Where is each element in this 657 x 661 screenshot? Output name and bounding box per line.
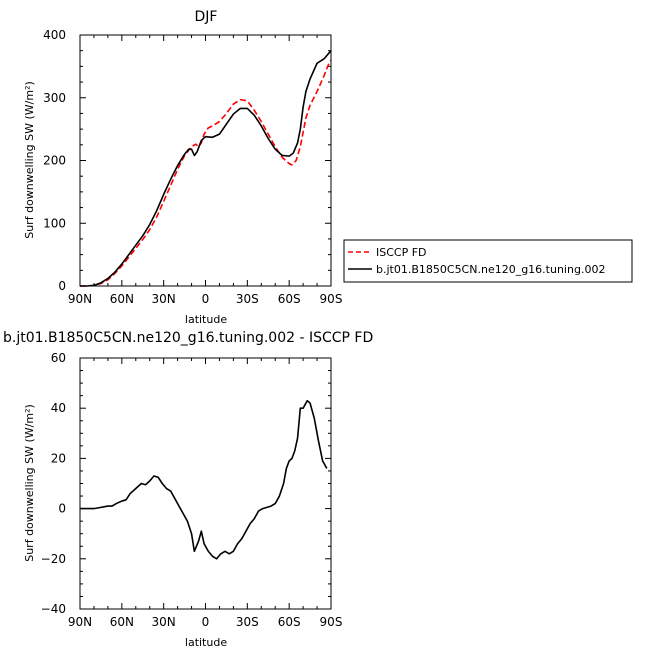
y-tick-label: 0 xyxy=(58,279,66,293)
x-tick-label: 0 xyxy=(202,292,210,306)
y-tick-label: 60 xyxy=(51,351,66,365)
top-x-tick-labels: 90N 60N 30N 0 30S 60S 90S xyxy=(68,292,343,306)
x-tick-label: 60S xyxy=(278,615,301,629)
bottom-chart-title: b.jt01.B1850C5CN.ne120_g16.tuning.002 - … xyxy=(3,330,373,346)
x-tick-label: 30N xyxy=(152,292,176,306)
bottom-x-tick-labels: 90N 60N 30N 0 30S 60S 90S xyxy=(68,615,343,629)
y-tick-label: 0 xyxy=(58,502,66,516)
bottom-y-tick-labels: −40 −20 0 20 40 60 xyxy=(41,351,66,616)
top-x-axis-label: latitude xyxy=(185,313,227,326)
top-y-tick-labels: 0 100 200 300 400 xyxy=(43,28,66,293)
bottom-tick-marks xyxy=(79,357,332,610)
top-chart-title: DJF xyxy=(195,9,218,25)
x-tick-label: 90N xyxy=(68,292,92,306)
legend: ISCCP FD b.jt01.B1850C5CN.ne120_g16.tuni… xyxy=(343,239,633,283)
bottom-y-axis-label: Surf downwelling SW (W/m²) xyxy=(23,404,36,562)
top-panel: DJF 90N 60N 30N 0 30S 60S 90S 0 100 200 300 400 la… xyxy=(23,9,342,326)
bottom-plot-frame xyxy=(79,357,332,610)
x-tick-label: 30S xyxy=(236,292,259,306)
top-plot-area xyxy=(80,50,332,287)
series-line-0-1 xyxy=(80,50,332,287)
top-y-axis-label: Surf downwelling SW (W/m²) xyxy=(23,81,36,239)
bottom-panel: b.jt01.B1850C5CN.ne120_g16.tuning.002 - … xyxy=(3,330,373,649)
bottom-plot-area xyxy=(80,399,328,560)
x-tick-label: 30N xyxy=(152,615,176,629)
y-tick-label: 300 xyxy=(43,91,66,105)
y-tick-label: 40 xyxy=(51,401,66,415)
x-tick-label: 60N xyxy=(110,615,134,629)
y-tick-label: 100 xyxy=(43,216,66,230)
x-tick-label: 60S xyxy=(278,292,301,306)
y-tick-label: 200 xyxy=(43,154,66,168)
legend-box xyxy=(343,239,633,283)
bottom-x-axis-label: latitude xyxy=(185,636,227,649)
x-tick-label: 90S xyxy=(320,292,343,306)
x-tick-label: 60N xyxy=(110,292,134,306)
series-line-0-0 xyxy=(80,59,332,287)
x-tick-label: 0 xyxy=(202,615,210,629)
y-tick-label: 20 xyxy=(51,451,66,465)
x-tick-label: 90S xyxy=(320,615,343,629)
top-tick-marks xyxy=(79,34,332,287)
x-tick-label: 30S xyxy=(236,615,259,629)
top-plot-frame xyxy=(79,34,332,287)
legend-label-model: b.jt01.B1850C5CN.ne120_g16.tuning.002 xyxy=(376,263,605,276)
y-tick-label: −20 xyxy=(41,552,66,566)
series-line-1-0 xyxy=(80,399,328,560)
y-tick-label: 400 xyxy=(43,28,66,42)
x-tick-label: 90N xyxy=(68,615,92,629)
y-tick-label: −40 xyxy=(41,602,66,616)
legend-label-isccp: ISCCP FD xyxy=(376,246,427,259)
